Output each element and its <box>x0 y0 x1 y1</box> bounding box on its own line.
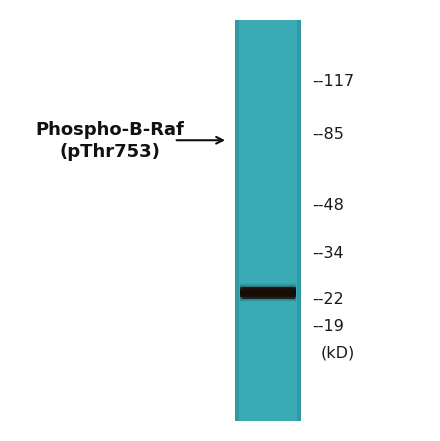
Bar <box>240 289 297 290</box>
Bar <box>240 285 297 286</box>
Bar <box>240 301 297 302</box>
Bar <box>240 284 297 285</box>
Bar <box>240 296 297 297</box>
Bar <box>240 286 297 287</box>
Bar <box>240 292 297 293</box>
Bar <box>240 287 297 288</box>
Text: --85: --85 <box>312 127 344 142</box>
Bar <box>240 299 297 300</box>
Bar <box>240 297 297 298</box>
Bar <box>240 286 297 287</box>
Bar <box>240 297 297 298</box>
Bar <box>240 294 297 295</box>
Bar <box>240 284 297 285</box>
Bar <box>240 289 297 290</box>
Bar <box>240 295 297 296</box>
Bar <box>240 294 297 295</box>
Bar <box>240 285 297 286</box>
Bar <box>240 298 297 299</box>
Bar <box>240 290 297 291</box>
Bar <box>240 287 297 288</box>
Text: (kD): (kD) <box>320 345 355 360</box>
Text: Phospho-B-Raf: Phospho-B-Raf <box>36 121 184 139</box>
Bar <box>240 291 297 292</box>
Bar <box>240 298 297 299</box>
Bar <box>240 300 297 301</box>
Bar <box>240 301 297 302</box>
Bar <box>235 20 301 421</box>
Bar <box>240 290 297 291</box>
Bar <box>240 294 297 295</box>
Bar <box>242 287 295 299</box>
Bar <box>240 295 297 296</box>
Bar <box>240 288 297 289</box>
Bar <box>240 300 297 301</box>
Bar <box>240 291 297 292</box>
Bar <box>297 20 301 421</box>
Text: (pThr753): (pThr753) <box>59 143 161 161</box>
Bar <box>240 296 297 297</box>
Bar <box>240 288 297 289</box>
Text: --34: --34 <box>312 246 344 261</box>
Bar <box>235 20 239 421</box>
Bar <box>240 298 297 299</box>
Bar <box>240 299 297 300</box>
Bar <box>240 293 297 294</box>
Bar <box>240 292 297 293</box>
Bar <box>240 283 297 284</box>
Text: --117: --117 <box>312 74 355 89</box>
Bar <box>240 300 297 301</box>
Bar <box>240 293 297 294</box>
Bar <box>240 301 297 302</box>
Text: --48: --48 <box>312 198 344 213</box>
Text: --19: --19 <box>312 319 344 334</box>
Text: --22: --22 <box>312 292 344 307</box>
